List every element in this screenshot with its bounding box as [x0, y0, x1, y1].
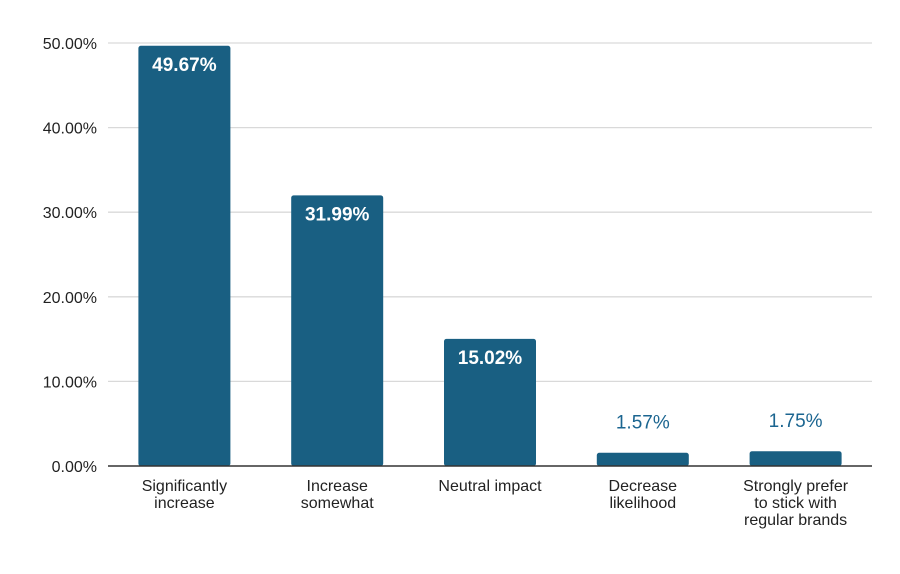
data-label: 1.75% — [769, 411, 823, 432]
category-label: likelihood — [609, 495, 676, 512]
category-label: regular brands — [744, 512, 847, 529]
y-tick-label: 40.00% — [43, 121, 97, 138]
data-label: 31.99% — [305, 204, 370, 225]
bar — [444, 338, 536, 466]
bar — [291, 195, 384, 466]
data-label: 49.67% — [152, 55, 217, 76]
bar — [749, 451, 842, 466]
bar — [138, 45, 231, 466]
gridlines — [108, 42, 872, 383]
y-axis-ticks: 0.00% 10.00% 20.00% 30.00% 40.00% 50.00% — [43, 36, 97, 476]
bars — [138, 45, 842, 466]
category-label: increase — [154, 495, 215, 512]
y-tick-label: 50.00% — [43, 36, 97, 53]
category-label: Decrease — [609, 478, 678, 495]
y-tick-label: 20.00% — [43, 290, 97, 307]
y-tick-label: 30.00% — [43, 205, 97, 222]
y-tick-label: 10.00% — [43, 374, 97, 391]
data-labels: 49.67% 31.99% 15.02% 1.57% 1.75% — [152, 55, 822, 434]
y-tick-label: 0.00% — [52, 459, 97, 476]
data-label: 15.02% — [458, 348, 523, 369]
category-label: Significantly — [142, 478, 227, 495]
category-label: Strongly prefer — [743, 478, 849, 495]
category-label: Neutral impact — [438, 478, 542, 495]
category-label: somewhat — [301, 495, 374, 512]
category-label: Increase — [307, 478, 368, 495]
category-label: to stick with — [754, 495, 837, 512]
data-label: 1.57% — [616, 413, 670, 434]
bar — [596, 452, 689, 466]
